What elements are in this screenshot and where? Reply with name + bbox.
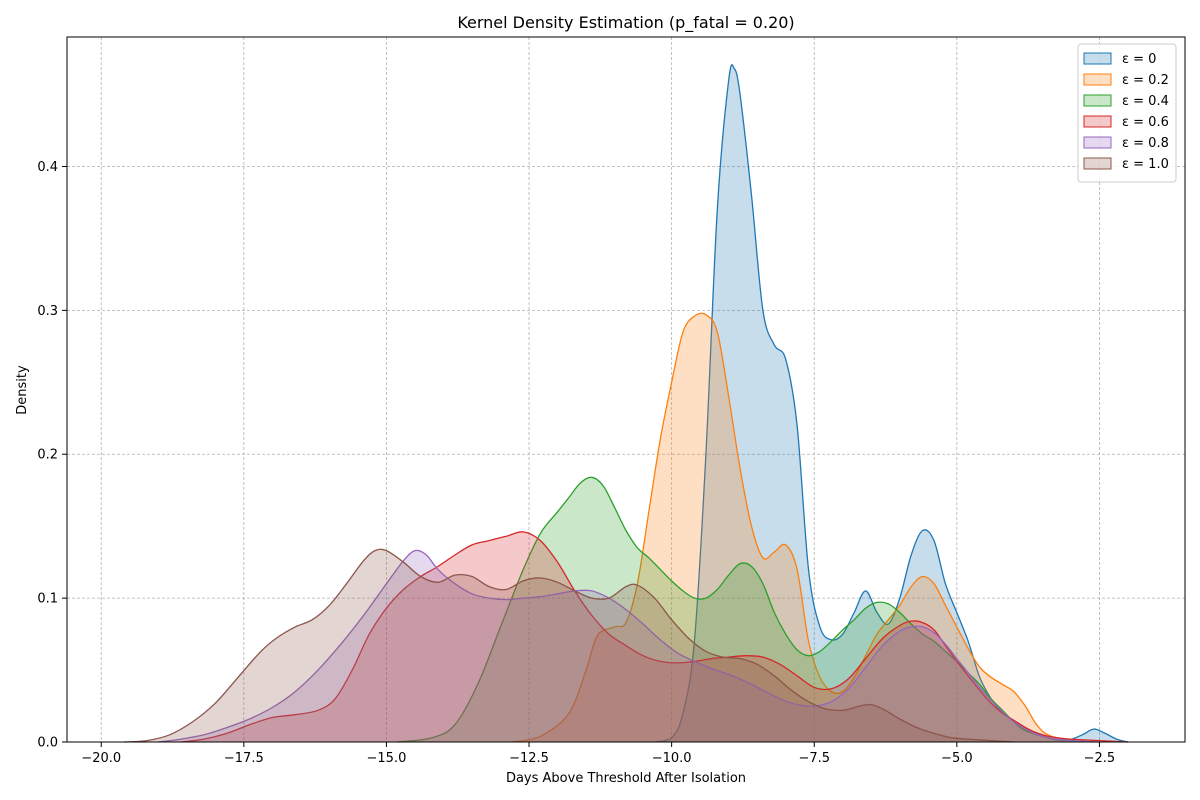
- density-line-2: [397, 476, 1094, 743]
- y-axis: 0.0 0.1 0.2 0.3 0.4: [37, 160, 67, 751]
- density-line-1: [511, 312, 1094, 743]
- density-area-3: [181, 531, 1129, 742]
- legend: ε = 0 ε = 0.2 ε = 0.4 ε = 0.6 ε = 0.8 ε = 1.0: [1077, 43, 1177, 183]
- x-tick-label: −2.5: [1084, 751, 1116, 766]
- density-area-0: [654, 64, 1128, 742]
- legend-swatch-3: [1083, 115, 1112, 128]
- legend-label-4: ε = 0.8: [1122, 136, 1169, 151]
- x-tick-label: −7.5: [798, 751, 830, 766]
- x-tick-label: −20.0: [81, 751, 121, 766]
- x-axis-title: Days Above Threshold After Isolation: [506, 771, 746, 786]
- legend-label-3: ε = 0.6: [1122, 115, 1169, 130]
- legend-swatch-5: [1083, 157, 1112, 170]
- legend-label-0: ε = 0: [1122, 52, 1156, 67]
- legend-swatch-1: [1083, 73, 1112, 86]
- x-tick-label: −15.0: [367, 751, 407, 766]
- x-tick-label: −10.0: [652, 751, 692, 766]
- legend-swatch-0: [1083, 52, 1112, 65]
- density-area-4: [158, 550, 1100, 742]
- y-tick-label: 0.2: [37, 448, 58, 463]
- chart-title: Kernel Density Estimation (p_fatal = 0.2…: [457, 13, 794, 33]
- y-tick-label: 0.4: [37, 160, 58, 175]
- x-tick-label: −12.5: [509, 751, 549, 766]
- legend-swatch-2: [1083, 94, 1112, 107]
- x-tick-label: −17.5: [224, 751, 264, 766]
- density-line-4: [158, 549, 1100, 743]
- x-axis: −20.0 −17.5 −15.0 −12.5 −10.0 −7.5 −5.0 −2.5: [81, 742, 1115, 766]
- legend-swatch-4: [1083, 136, 1112, 149]
- x-tick-label: −5.0: [941, 751, 973, 766]
- series-layer: [123, 64, 1129, 743]
- density-line-5: [123, 548, 1014, 743]
- density-area-5: [124, 549, 1014, 742]
- legend-label-1: ε = 0.2: [1122, 73, 1169, 88]
- density-area-1: [511, 313, 1094, 742]
- legend-label-2: ε = 0.4: [1122, 94, 1169, 109]
- y-tick-label: 0.0: [37, 736, 58, 751]
- density-line-3: [181, 531, 1129, 743]
- density-area-2: [397, 477, 1094, 742]
- plot-frame: [66, 36, 1186, 743]
- y-axis-title: Density: [15, 365, 30, 415]
- legend-label-5: ε = 1.0: [1122, 157, 1169, 172]
- y-tick-label: 0.3: [37, 304, 58, 319]
- y-tick-label: 0.1: [37, 592, 58, 607]
